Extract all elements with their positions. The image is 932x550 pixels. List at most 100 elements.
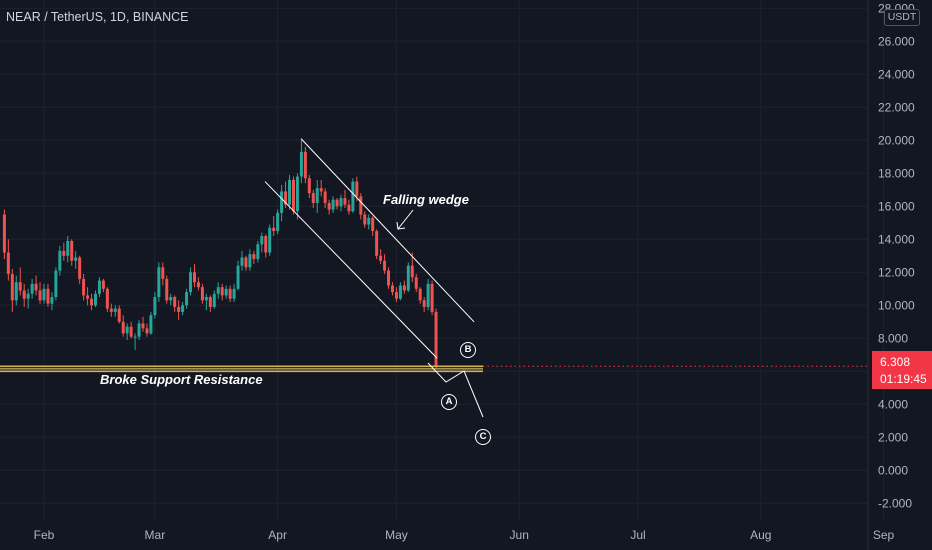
candle <box>26 288 30 309</box>
candle-body <box>185 292 189 306</box>
candle-body <box>113 308 117 312</box>
candle-body <box>42 288 46 301</box>
candle-body <box>379 255 383 261</box>
currency-badge[interactable]: USDT <box>884 9 920 26</box>
candle <box>414 273 418 293</box>
candle <box>50 292 54 311</box>
candle-body <box>276 212 280 232</box>
candle <box>42 283 46 304</box>
candle <box>359 193 363 220</box>
candle <box>430 280 434 316</box>
candle <box>109 303 113 317</box>
candle-body <box>141 323 145 329</box>
y-tick-label: 0.000 <box>878 463 908 477</box>
candle-body <box>256 244 260 260</box>
candle-body <box>339 198 343 207</box>
candle <box>121 315 125 337</box>
broke-support-label[interactable]: Broke Support Resistance <box>100 372 263 387</box>
candle <box>93 290 97 307</box>
candle-body <box>169 297 173 301</box>
candle-body <box>82 278 86 296</box>
candle-body <box>216 287 220 294</box>
candle-body <box>260 236 264 245</box>
candle <box>347 199 351 215</box>
candle <box>390 282 394 296</box>
candlestick-series <box>2 140 438 368</box>
candle-body <box>387 270 391 286</box>
candle <box>268 224 272 256</box>
time-axis: Feb Mar Apr May Jun Jul Aug Sep <box>34 528 895 542</box>
candle-body <box>307 178 311 194</box>
candle-body <box>2 214 6 253</box>
candle <box>406 262 410 293</box>
wave-a-marker[interactable]: A <box>441 394 457 410</box>
candle-body <box>232 288 236 299</box>
candle <box>295 173 299 220</box>
candle <box>54 267 58 301</box>
candle <box>375 229 379 260</box>
candle <box>70 239 74 266</box>
candle <box>402 280 406 294</box>
candle-body <box>101 280 105 289</box>
x-tick-label: Mar <box>145 528 166 542</box>
vertical-gridlines <box>43 0 885 522</box>
candle-body <box>335 199 339 207</box>
candle-body <box>220 287 224 296</box>
candle-body <box>109 308 113 312</box>
candle-body <box>34 283 38 291</box>
y-tick-label: 26.000 <box>878 34 915 48</box>
candle-body <box>414 277 418 289</box>
candle <box>46 283 50 307</box>
wave-c-marker[interactable]: C <box>475 429 491 445</box>
candle <box>422 297 426 312</box>
y-tick-label: 16.000 <box>878 199 915 213</box>
candle <box>240 250 244 271</box>
candle <box>145 323 149 337</box>
candle <box>426 278 430 311</box>
last-price-value: 6.308 <box>880 355 911 369</box>
candle-body <box>323 191 327 203</box>
candle <box>22 283 26 307</box>
candle-body <box>434 311 438 367</box>
candle-body <box>165 278 169 301</box>
candle <box>256 240 260 263</box>
candle <box>161 262 165 286</box>
y-tick-label: 18.000 <box>878 166 915 180</box>
candle <box>208 295 212 312</box>
falling-wedge-label[interactable]: Falling wedge <box>383 192 469 207</box>
candle <box>117 305 121 324</box>
candle-body <box>105 288 109 309</box>
candle <box>323 188 327 208</box>
candle <box>153 292 157 319</box>
candle <box>157 262 161 302</box>
candle-body <box>129 326 133 337</box>
candle-body <box>157 267 161 298</box>
candle-body <box>268 227 272 253</box>
last-price-tag: 6.308 01:19:45 <box>872 351 932 389</box>
wedge-arrow-head <box>396 221 406 230</box>
candle <box>165 275 169 304</box>
candle <box>327 199 331 215</box>
wave-b-marker[interactable]: B <box>460 342 476 358</box>
candle-body <box>62 250 66 256</box>
x-tick-label: Apr <box>268 528 287 542</box>
candle <box>303 146 307 184</box>
candle <box>58 245 62 276</box>
candle <box>196 277 200 291</box>
candle <box>30 278 34 299</box>
candle <box>133 333 137 350</box>
candle <box>252 250 256 265</box>
candle-body <box>10 273 14 301</box>
candle-body <box>426 283 430 307</box>
candle <box>371 216 375 236</box>
candle <box>236 260 240 291</box>
candle-body <box>264 236 268 253</box>
candle-body <box>149 315 153 334</box>
candle <box>284 181 288 208</box>
candle-body <box>371 217 375 232</box>
candle-body <box>394 292 398 299</box>
candle-body <box>22 290 26 299</box>
candle <box>212 290 216 309</box>
candle-body <box>133 336 137 338</box>
